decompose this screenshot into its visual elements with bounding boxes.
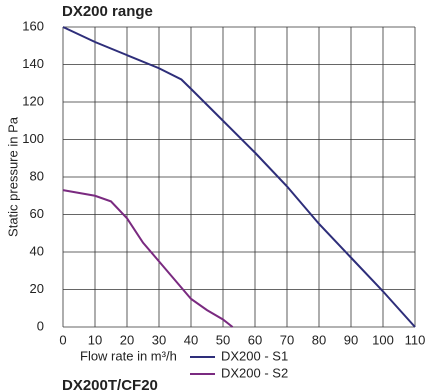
y-tick-label: 60 [30,206,44,221]
y-axis-label: Static pressure in Pa [5,116,20,237]
y-tick-label: 80 [30,168,44,183]
x-tick-label: 10 [88,332,102,347]
x-tick-label: 100 [372,332,394,347]
chart-title: DX200 range [62,3,153,20]
y-tick-label: 160 [22,18,44,33]
x-tick-label: 90 [344,332,358,347]
x-tick-label: 70 [280,332,294,347]
x-tick-label: 50 [216,332,230,347]
x-tick-label: 0 [59,332,66,347]
y-tick-label: 100 [22,131,44,146]
series-line [62,189,234,328]
y-tick-label: 0 [37,318,44,333]
x-tick-label: 60 [248,332,262,347]
y-tick-label: 120 [22,93,44,108]
legend-label: DX200 - S2 [221,365,288,380]
series-line [62,26,416,328]
legend-label: DX200 - S1 [221,348,288,363]
x-tick-label: 30 [152,332,166,347]
chart-subtitle: DX200T/CF20 [62,377,158,391]
y-tick-label: 40 [30,243,44,258]
x-axis-label: Flow rate in m³/h [80,348,177,363]
x-tick-label: 110 [405,332,426,347]
x-tick-label: 80 [312,332,326,347]
x-tick-label: 20 [120,332,134,347]
y-tick-label: 20 [30,281,44,296]
y-tick-label: 140 [22,56,44,71]
x-tick-label: 40 [184,332,198,347]
